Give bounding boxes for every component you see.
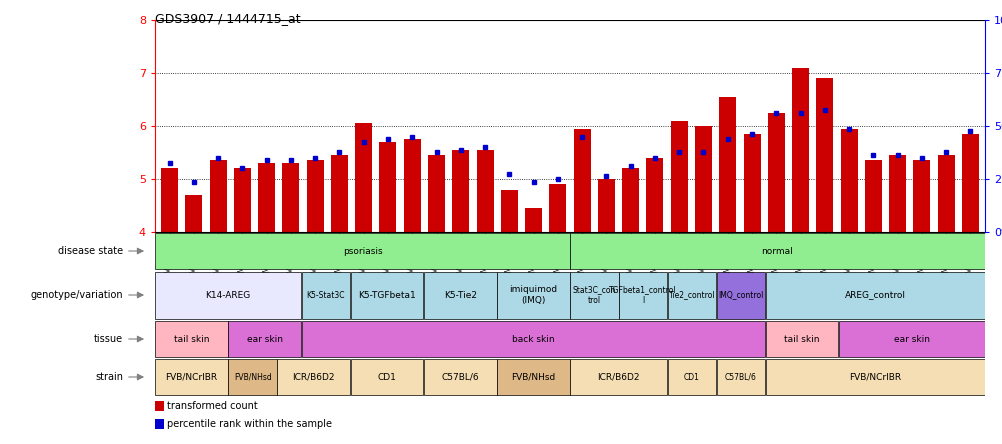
Bar bbox=[258, 163, 275, 232]
Bar bbox=[500, 190, 517, 232]
Text: GDS3907 / 1444715_at: GDS3907 / 1444715_at bbox=[155, 12, 301, 25]
Text: ICR/B6D2: ICR/B6D2 bbox=[597, 373, 639, 381]
Text: FVB/NCrIBR: FVB/NCrIBR bbox=[165, 373, 217, 381]
FancyBboxPatch shape bbox=[228, 359, 277, 395]
FancyBboxPatch shape bbox=[155, 271, 301, 318]
FancyBboxPatch shape bbox=[716, 271, 765, 318]
FancyBboxPatch shape bbox=[155, 233, 569, 269]
Bar bbox=[155, 401, 163, 411]
Text: TGFbeta1_control
l: TGFbeta1_control l bbox=[609, 285, 676, 305]
FancyBboxPatch shape bbox=[667, 359, 715, 395]
Bar bbox=[961, 134, 978, 232]
Text: tail skin: tail skin bbox=[173, 334, 209, 344]
Bar bbox=[913, 160, 930, 232]
FancyBboxPatch shape bbox=[155, 321, 227, 357]
Text: K5-Stat3C: K5-Stat3C bbox=[307, 290, 345, 300]
Bar bbox=[597, 179, 614, 232]
Text: C57BL/6: C57BL/6 bbox=[724, 373, 757, 381]
FancyBboxPatch shape bbox=[350, 359, 423, 395]
FancyBboxPatch shape bbox=[765, 321, 838, 357]
FancyBboxPatch shape bbox=[302, 321, 765, 357]
Bar bbox=[718, 97, 735, 232]
Text: Stat3C_con
trol: Stat3C_con trol bbox=[572, 285, 615, 305]
FancyBboxPatch shape bbox=[716, 359, 765, 395]
FancyBboxPatch shape bbox=[838, 321, 984, 357]
Text: strain: strain bbox=[95, 372, 123, 382]
Bar bbox=[283, 163, 300, 232]
Text: tail skin: tail skin bbox=[784, 334, 819, 344]
Text: FVB/NHsd: FVB/NHsd bbox=[233, 373, 272, 381]
Text: K14-AREG: K14-AREG bbox=[205, 290, 250, 300]
FancyBboxPatch shape bbox=[350, 271, 423, 318]
Bar bbox=[476, 150, 493, 232]
Bar bbox=[307, 160, 324, 232]
Bar bbox=[888, 155, 905, 232]
FancyBboxPatch shape bbox=[765, 359, 984, 395]
Bar bbox=[379, 142, 396, 232]
Text: back skin: back skin bbox=[512, 334, 554, 344]
Bar bbox=[646, 158, 662, 232]
Text: genotype/variation: genotype/variation bbox=[30, 290, 123, 300]
Bar bbox=[233, 168, 250, 232]
Bar bbox=[428, 155, 445, 232]
Text: ICR/B6D2: ICR/B6D2 bbox=[293, 373, 335, 381]
Bar bbox=[355, 123, 372, 232]
Text: AREG_control: AREG_control bbox=[844, 290, 905, 300]
Bar bbox=[573, 129, 590, 232]
Bar bbox=[549, 184, 566, 232]
Text: CD1: CD1 bbox=[683, 373, 699, 381]
Bar bbox=[840, 129, 857, 232]
Bar bbox=[525, 208, 541, 232]
Text: FVB/NHsd: FVB/NHsd bbox=[511, 373, 555, 381]
FancyBboxPatch shape bbox=[424, 359, 496, 395]
Bar bbox=[331, 155, 348, 232]
Bar bbox=[185, 195, 202, 232]
Text: transformed count: transformed count bbox=[167, 401, 258, 411]
FancyBboxPatch shape bbox=[570, 233, 984, 269]
Text: K5-Tie2: K5-Tie2 bbox=[443, 290, 476, 300]
FancyBboxPatch shape bbox=[667, 271, 715, 318]
Text: Tie2_control: Tie2_control bbox=[668, 290, 714, 300]
FancyBboxPatch shape bbox=[765, 271, 984, 318]
Text: normal: normal bbox=[761, 246, 793, 255]
Bar bbox=[816, 78, 833, 232]
FancyBboxPatch shape bbox=[497, 359, 569, 395]
Text: IMQ_control: IMQ_control bbox=[717, 290, 763, 300]
Text: C57BL/6: C57BL/6 bbox=[441, 373, 479, 381]
FancyBboxPatch shape bbox=[618, 271, 666, 318]
Bar bbox=[670, 121, 687, 232]
FancyBboxPatch shape bbox=[424, 271, 496, 318]
Bar bbox=[694, 126, 711, 232]
FancyBboxPatch shape bbox=[277, 359, 350, 395]
Bar bbox=[864, 160, 881, 232]
Bar bbox=[792, 67, 809, 232]
Text: ear skin: ear skin bbox=[893, 334, 929, 344]
Text: tissue: tissue bbox=[94, 334, 123, 344]
Bar bbox=[937, 155, 954, 232]
Text: percentile rank within the sample: percentile rank within the sample bbox=[167, 419, 332, 429]
Bar bbox=[621, 168, 638, 232]
Bar bbox=[209, 160, 226, 232]
Text: K5-TGFbeta1: K5-TGFbeta1 bbox=[358, 290, 416, 300]
FancyBboxPatch shape bbox=[228, 321, 301, 357]
Text: psoriasis: psoriasis bbox=[343, 246, 382, 255]
Bar bbox=[452, 150, 469, 232]
FancyBboxPatch shape bbox=[570, 271, 618, 318]
Text: CD1: CD1 bbox=[377, 373, 396, 381]
Bar bbox=[404, 139, 420, 232]
Text: FVB/NCrIBR: FVB/NCrIBR bbox=[849, 373, 901, 381]
Bar bbox=[742, 134, 760, 232]
FancyBboxPatch shape bbox=[570, 359, 666, 395]
Bar bbox=[161, 168, 178, 232]
Bar bbox=[155, 419, 163, 429]
FancyBboxPatch shape bbox=[497, 271, 569, 318]
FancyBboxPatch shape bbox=[302, 271, 350, 318]
Text: disease state: disease state bbox=[58, 246, 123, 256]
Bar bbox=[767, 113, 784, 232]
Text: imiquimod
(IMQ): imiquimod (IMQ) bbox=[509, 285, 557, 305]
Text: ear skin: ear skin bbox=[246, 334, 283, 344]
FancyBboxPatch shape bbox=[155, 359, 227, 395]
